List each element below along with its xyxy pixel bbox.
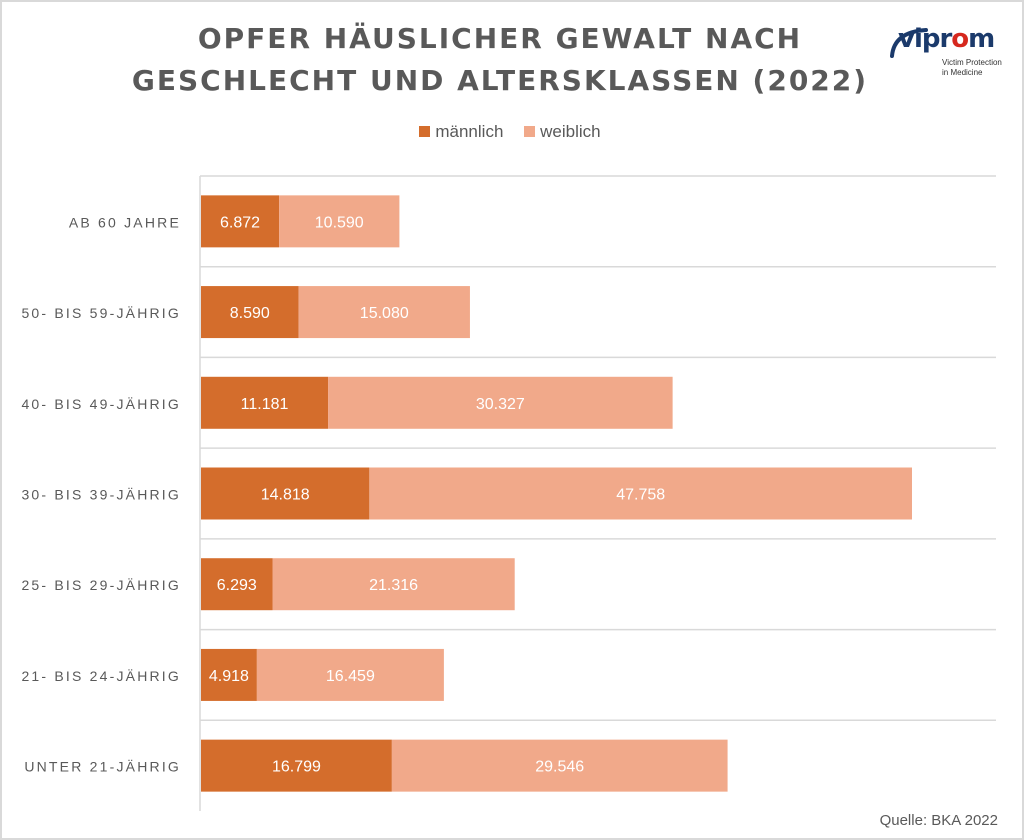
bar-weiblich [256,648,444,701]
title-line-1: OPFER HÄUSLICHER GEWALT NACH [197,22,803,55]
legend-swatch-maennlich [419,126,431,137]
legend-item-maennlich: männlich [419,122,503,142]
bar-maennlich [201,648,257,701]
data-label: 16.799 [272,759,321,776]
data-label: 14.818 [261,487,310,504]
data-label: 15.080 [360,305,409,322]
category-label: UNTER 21-JÄHRIG [24,759,181,775]
logo-sub-line-1: Victim Protection [942,58,1002,67]
bar-weiblich [279,195,400,248]
data-label: 47.758 [616,487,665,504]
source-note: Quelle: BKA 2022 [879,812,998,829]
data-label: 6.872 [220,214,260,231]
data-label: 11.181 [241,396,289,413]
bar-maennlich [201,467,370,520]
bar-weiblich [391,739,728,792]
logo-arc-icon [890,28,928,58]
bar-weiblich [328,376,673,429]
bar-weiblich [272,558,515,611]
data-label: 30.327 [476,396,525,413]
category-label: AB 60 JAHRE [69,214,181,230]
viprom-logo: viprom Victim Protection in Medicine [884,24,1004,88]
legend-item-weiblich: weiblich [524,122,601,142]
data-label: 4.918 [209,668,249,685]
category-label: 50- BIS 59-JÄHRIG [21,305,181,321]
logo-word: viprom [898,24,995,54]
logo-word-mark: o [951,24,969,54]
logo-word-end: m [968,24,995,54]
category-label: 40- BIS 49-JÄHRIG [21,396,181,412]
bar-weiblich [298,286,470,339]
bar-maennlich [201,195,280,248]
bar-maennlich [201,739,392,792]
legend-swatch-weiblich [524,126,536,137]
chart-title: OPFER HÄUSLICHER GEWALT NACH GESCHLECHT … [120,18,880,102]
bar-maennlich [201,286,299,339]
logo-sub-line-2: in Medicine [942,68,983,77]
bar-weiblich [369,467,912,520]
legend-label-weiblich: weiblich [540,122,601,141]
category-label: 21- BIS 24-JÄHRIG [21,668,181,684]
legend-label-maennlich: männlich [435,122,504,141]
title-line-2: GESCHLECHT UND ALTERSKLASSEN (2022) [131,64,869,97]
logo-word-start: vipr [898,24,952,54]
data-label: 21.316 [369,577,418,594]
data-label: 29.546 [535,759,584,776]
legend: männlich weiblich [0,122,1020,142]
category-label: 30- BIS 39-JÄHRIG [21,487,181,503]
data-label: 8.590 [230,305,270,322]
logo-subtitle: Victim Protection in Medicine [942,58,1012,78]
data-label: 16.459 [326,668,375,685]
bar-maennlich [201,558,273,611]
bar-maennlich [201,376,329,429]
data-label: 10.590 [315,214,364,231]
category-label: 25- BIS 29-JÄHRIG [21,577,181,593]
data-label: 6.293 [217,577,257,594]
